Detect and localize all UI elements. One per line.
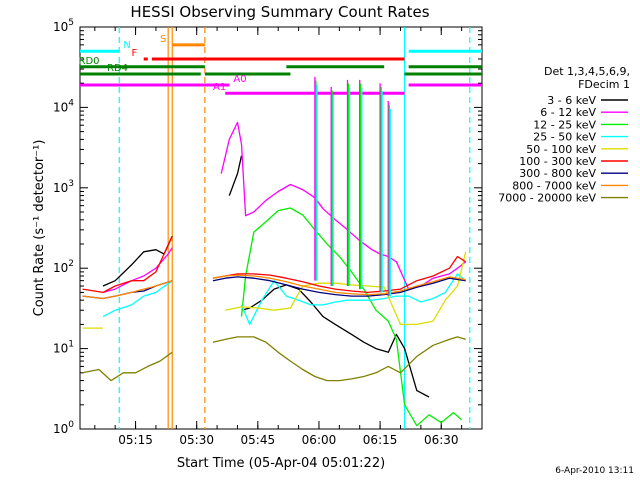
- x-tick-label: 05:30: [179, 433, 214, 447]
- y-axis-label: Count Rate (s⁻¹ detector⁻¹): [32, 140, 47, 317]
- series-line-3: [240, 273, 467, 326]
- series-line-5: [82, 235, 173, 294]
- flag-label-rd4: RD4: [107, 63, 128, 74]
- flag-bars: N S F RD0 RD4 A0 A1: [79, 34, 482, 95]
- series-line-1: [220, 121, 467, 290]
- series-line-1: [102, 247, 173, 294]
- flag-label-rd0: RD0: [79, 56, 100, 67]
- y-axis: 100 101 102 103 104 105: [53, 18, 482, 436]
- legend-entry-label: 3 - 6 keV: [547, 94, 596, 107]
- flag-label-s: S: [160, 34, 166, 45]
- flag-label-f: F: [131, 48, 137, 59]
- legend-entry-label: 50 - 100 keV: [526, 143, 596, 156]
- flag-label-a0: A0: [233, 74, 246, 85]
- x-tick-label: 06:00: [302, 433, 337, 447]
- series-line-0: [228, 155, 243, 196]
- series-line-0: [241, 284, 430, 398]
- series-line-8: [82, 351, 173, 382]
- legend-entry-label: 7000 - 20000 keV: [498, 192, 596, 205]
- legend-entry-label: 6 - 12 keV: [540, 106, 596, 119]
- plot-area: [79, 26, 483, 430]
- x-axis: 05:15 05:30 05:45 06:00 06:15 06:30: [94, 27, 483, 447]
- vertical-markers: [118, 27, 471, 429]
- spike-lines: [314, 76, 391, 297]
- legend-entry-label: 100 - 300 keV: [519, 155, 596, 168]
- series-line-8: [212, 336, 466, 382]
- legend-entry-label: 800 - 7000 keV: [512, 179, 596, 192]
- legend-entry-label: 300 - 800 keV: [519, 167, 596, 180]
- series-line-5: [212, 255, 467, 294]
- series-line-4: [225, 251, 467, 326]
- flag-label-a1: A1: [213, 82, 226, 93]
- legend-entry-label: 12 - 25 keV: [533, 118, 596, 131]
- y-tick-label: 105: [53, 18, 74, 34]
- legend-header: Det 1,3,4,5,6,9,: [544, 65, 630, 78]
- y-tick-label: 103: [53, 179, 74, 195]
- series-lines: [82, 121, 467, 427]
- legend-header: FDecim 1: [578, 78, 630, 91]
- series-line-2: [240, 207, 463, 427]
- legend-entry-label: 25 - 50 keV: [533, 131, 596, 144]
- x-tick-label: 05:15: [118, 433, 153, 447]
- y-tick-label: 104: [53, 98, 74, 114]
- x-tick-label: 06:30: [424, 433, 459, 447]
- y-tick-label: 102: [53, 259, 74, 275]
- y-tick-label: 100: [53, 420, 74, 436]
- flag-label-n: N: [123, 40, 130, 51]
- x-tick-label: 06:15: [363, 433, 398, 447]
- y-tick-label: 101: [53, 340, 74, 356]
- x-axis-label: Start Time (05-Apr-04 05:01:22): [177, 456, 385, 471]
- series-line-7: [212, 274, 466, 296]
- series-line-6: [212, 276, 466, 297]
- series-line-7: [82, 280, 173, 300]
- series-line-3: [102, 280, 173, 318]
- x-tick-label: 05:45: [241, 433, 276, 447]
- chart-title: HESSI Observing Summary Count Rates: [130, 3, 429, 21]
- footer-date: 6-Apr-2010 13:11: [555, 466, 634, 476]
